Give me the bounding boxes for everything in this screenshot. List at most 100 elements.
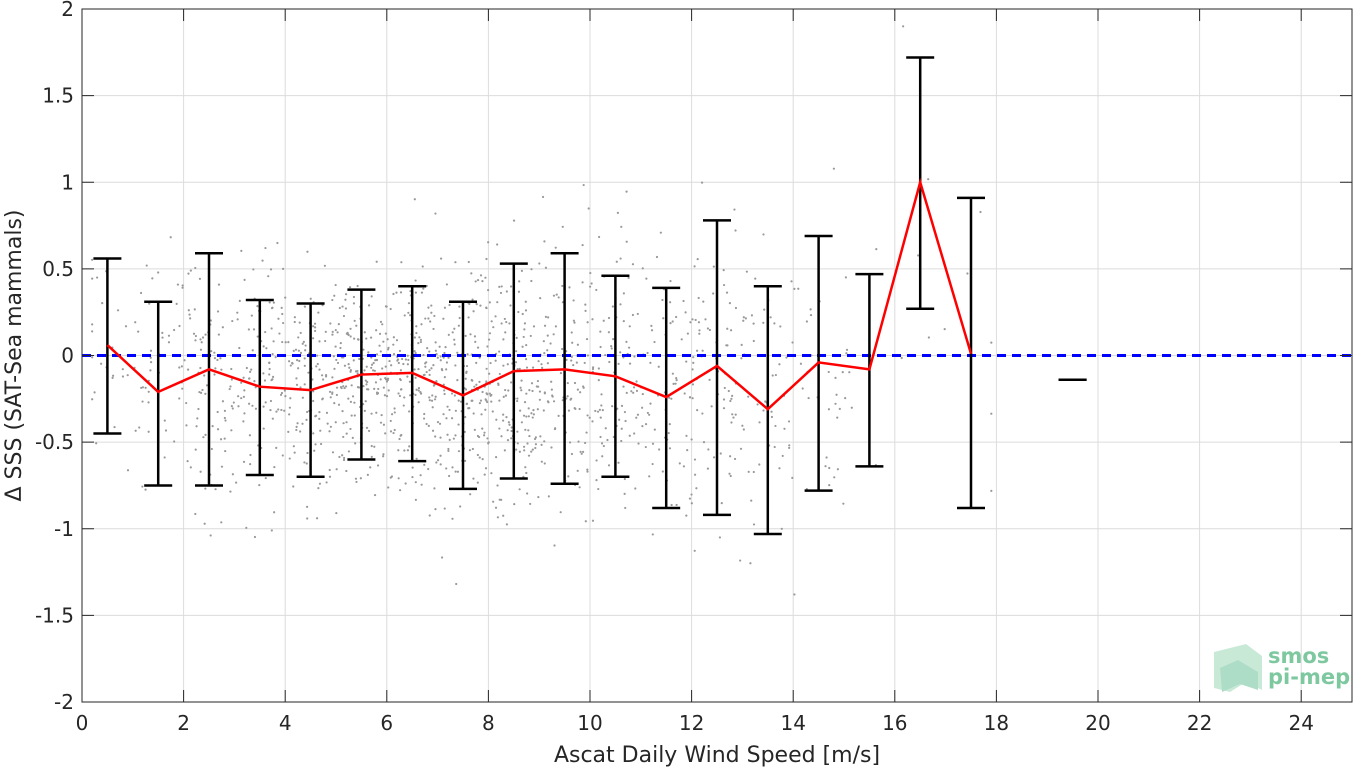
- scatter-point: [475, 303, 478, 306]
- scatter-point: [262, 405, 265, 408]
- scatter-point: [740, 357, 743, 360]
- scatter-point: [407, 302, 411, 305]
- scatter-point: [622, 385, 625, 388]
- scatter-point: [201, 336, 205, 339]
- scatter-point: [519, 409, 522, 412]
- scatter-point: [200, 341, 203, 344]
- scatter-point: [199, 366, 202, 370]
- scatter-point: [443, 351, 446, 355]
- scatter-point: [500, 322, 503, 325]
- scatter-point: [428, 514, 431, 517]
- scatter-point: [328, 390, 332, 393]
- scatter-point: [459, 400, 463, 403]
- scatter-point: [580, 452, 583, 455]
- scatter-point: [214, 367, 217, 370]
- scatter-point: [515, 336, 518, 339]
- scatter-point: [661, 298, 664, 302]
- scatter-point: [210, 350, 213, 353]
- scatter-point: [518, 367, 521, 370]
- scatter-point: [682, 465, 686, 468]
- scatter-point: [734, 413, 737, 416]
- scatter-point: [478, 402, 481, 405]
- scatter-point: [581, 281, 584, 284]
- scatter-point: [591, 420, 594, 423]
- scatter-point: [343, 386, 346, 390]
- scatter-point: [607, 316, 611, 320]
- scatter-point: [243, 278, 246, 282]
- scatter-point: [433, 487, 436, 490]
- scatter-point: [194, 266, 197, 270]
- scatter-point: [553, 544, 556, 547]
- scatter-point: [204, 392, 207, 395]
- scatter-point: [602, 444, 605, 448]
- scatter-point: [529, 502, 532, 506]
- scatter-point: [256, 305, 259, 308]
- scatter-point: [450, 417, 454, 420]
- scatter-point: [655, 255, 659, 259]
- scatter-point: [384, 365, 387, 368]
- scatter-point: [413, 336, 417, 339]
- scatter-point: [335, 386, 339, 389]
- scatter-point: [456, 470, 460, 473]
- scatter-point: [491, 410, 494, 413]
- scatter-point: [524, 300, 527, 303]
- scatter-point: [515, 448, 518, 451]
- scatter-point: [584, 309, 587, 313]
- scatter-point: [990, 412, 993, 415]
- scatter-point: [202, 436, 205, 439]
- scatter-point: [624, 506, 627, 510]
- scatter-point: [730, 421, 733, 424]
- scatter-point: [576, 469, 579, 472]
- scatter-point: [758, 421, 761, 424]
- scatter-point: [712, 292, 715, 295]
- scatter-point: [268, 361, 271, 364]
- scatter-point: [436, 420, 440, 424]
- scatter-point: [742, 319, 745, 322]
- scatter-point: [270, 529, 273, 532]
- scatter-point: [778, 363, 781, 366]
- scatter-point: [483, 431, 486, 434]
- scatter-point: [576, 388, 579, 391]
- scatter-point: [379, 320, 383, 323]
- scatter-point: [528, 389, 531, 392]
- scatter-point: [646, 411, 649, 415]
- scatter-point: [485, 380, 488, 383]
- scatter-point: [520, 389, 523, 392]
- scatter-point: [318, 482, 322, 485]
- scatter-point: [163, 419, 166, 422]
- scatter-point: [172, 328, 176, 332]
- scatter-point: [620, 225, 623, 228]
- scatter-point: [446, 405, 449, 408]
- scatter-point: [483, 473, 486, 476]
- scatter-point: [342, 458, 346, 462]
- scatter-point: [537, 360, 540, 363]
- scatter-point: [406, 363, 409, 366]
- scatter-point: [824, 465, 827, 468]
- scatter-point: [299, 430, 302, 433]
- scatter-point: [635, 389, 639, 392]
- scatter-point: [762, 233, 765, 236]
- scatter-point: [540, 460, 543, 463]
- scatter-point: [450, 392, 454, 395]
- scatter-point: [439, 436, 442, 439]
- scatter-point: [532, 408, 535, 412]
- scatter-point: [304, 349, 307, 352]
- scatter-point: [342, 385, 345, 388]
- scatter-point: [516, 397, 519, 400]
- scatter-point: [375, 391, 379, 394]
- scatter-point: [540, 363, 543, 366]
- scatter-point: [400, 357, 404, 361]
- scatter-point: [372, 361, 375, 365]
- scatter-point: [685, 434, 688, 437]
- scatter-point: [589, 271, 592, 275]
- scatter-point: [488, 301, 491, 304]
- scatter-point: [423, 463, 426, 466]
- scatter-point: [485, 306, 488, 310]
- scatter-point: [344, 298, 347, 301]
- scatter-point: [685, 514, 688, 517]
- scatter-point: [397, 392, 400, 395]
- scatter-point: [702, 441, 706, 444]
- scatter-point: [253, 535, 257, 539]
- scatter-point: [116, 309, 120, 312]
- scatter-point: [541, 195, 545, 199]
